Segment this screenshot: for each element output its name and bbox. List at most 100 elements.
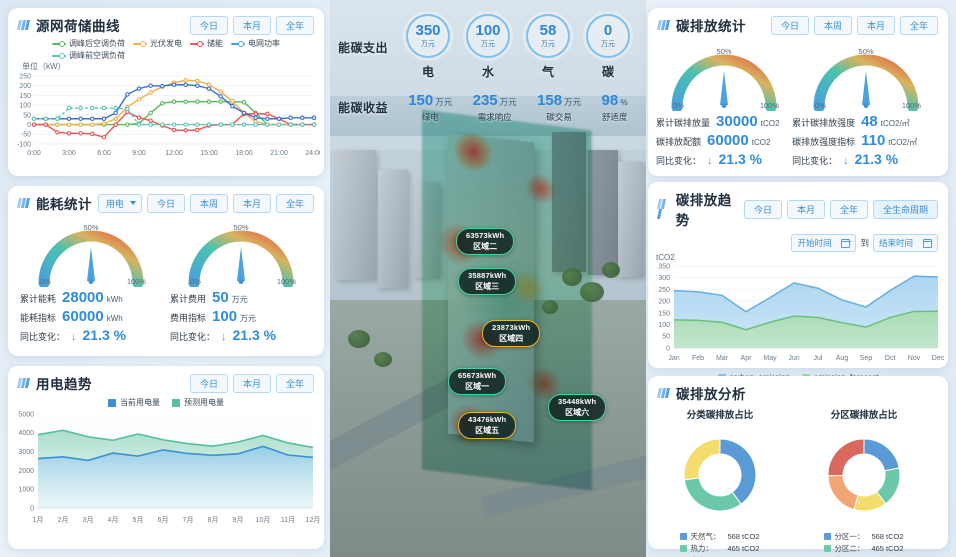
- map-label-zone[interactable]: 23873kWh 区域四: [482, 320, 541, 347]
- donut-chart-category[interactable]: [668, 423, 772, 527]
- btn-year[interactable]: 全年: [829, 199, 868, 219]
- carbon-range-buttons: 今日 本周 本月 全年: [770, 15, 938, 35]
- row-value: 21.3 %: [718, 151, 763, 167]
- carbon-gauge-total: 50% 0% 100% 累计碳排放量 30000 tCO2 碳排放配额 6000…: [656, 47, 792, 167]
- btn-today[interactable]: 今日: [189, 15, 228, 35]
- svg-text:Feb: Feb: [692, 355, 704, 362]
- panel-accent-icon: [656, 388, 670, 398]
- kpi-cell-comfort[interactable]: 98 % 舒适度: [602, 92, 628, 123]
- carbon-trend-chart[interactable]: 0 50 100 150 200 250 300 350 Jan Feb Mar Apr May Jun J…: [648, 262, 948, 375]
- row-value: 100: [212, 308, 238, 325]
- gauge-mid-label: 50%: [858, 47, 874, 56]
- svg-text:Mar: Mar: [716, 355, 729, 362]
- kpi-cell-carbon[interactable]: 0 万元 碳: [586, 14, 630, 80]
- btn-year[interactable]: 全年: [275, 15, 314, 35]
- legend-label: 分区二：: [834, 544, 865, 553]
- panel-accent-icon: [656, 20, 670, 30]
- legend-label: 储能: [207, 39, 223, 48]
- legend-item[interactable]: 天然气： 568 tCO2: [680, 531, 760, 542]
- btn-month[interactable]: 本月: [232, 193, 271, 213]
- legend-swatch: [108, 398, 116, 407]
- btn-today[interactable]: 今日: [146, 193, 185, 213]
- kpi-ring: 58 万元: [526, 14, 570, 58]
- legend-item[interactable]: 储能: [190, 38, 223, 49]
- gauge-min-label: 0%: [815, 101, 826, 110]
- map-label-zone[interactable]: 65673kWh 区域一: [448, 368, 507, 395]
- map-label-zone[interactable]: 35887kWh 区域三: [458, 268, 517, 295]
- svg-text:Jan: Jan: [668, 355, 679, 362]
- legend-dot: [59, 40, 65, 47]
- energy-gauge-consumption: 50% 0% 100% 累计能耗 28000 kWh 能耗指标 60000 kW…: [20, 223, 162, 343]
- map-label-zone[interactable]: 35448kWh 区域六: [548, 394, 607, 421]
- legend-item[interactable]: 电网功率: [231, 38, 280, 49]
- btn-year[interactable]: 全年: [275, 193, 314, 213]
- row-label: 费用指标: [170, 313, 207, 323]
- legend-item[interactable]: 调峰前空调负荷: [52, 50, 125, 61]
- gauge-min-label: 0%: [190, 277, 201, 286]
- carbon-gauge-intensity: 50% 0% 100% 累计碳排放强度 48 tCO2/㎡ 碳排放强度指标 11…: [792, 47, 940, 167]
- btn-month[interactable]: 本月: [232, 15, 271, 35]
- kpi-cell-electricity[interactable]: 350 万元 电: [406, 14, 450, 80]
- tree: [580, 282, 604, 302]
- svg-text:0:00: 0:00: [27, 150, 41, 157]
- legend-item[interactable]: 调峰后空调负荷: [52, 38, 125, 49]
- elec-chart[interactable]: 0 1000 2000 3000 4000 5000 1月 2月 3月 4月 5月 6月 7月 8月 9月 1…: [8, 408, 324, 541]
- gauge-needle: [87, 247, 95, 281]
- gauge-min-label: 0%: [40, 277, 51, 286]
- kpi-cell-carbon-trading[interactable]: 158 万元 碳交易: [537, 92, 581, 123]
- btn-today[interactable]: 今日: [770, 15, 809, 35]
- start-time-input[interactable]: 开始时间: [791, 234, 857, 252]
- legend-item[interactable]: 光伏发电: [133, 38, 182, 49]
- kpi-cell-demand-response[interactable]: 235 万元 需求响应: [473, 92, 517, 123]
- btn-month[interactable]: 本月: [232, 373, 271, 393]
- gauge-max-label: 100%: [276, 277, 296, 286]
- kpi-cell-water[interactable]: 100 万元 水: [466, 14, 510, 80]
- btn-week[interactable]: 本周: [189, 193, 228, 213]
- kpi-ring: 100 万元: [466, 14, 510, 58]
- kpi-cell-green-power[interactable]: 150 万元 绿电: [408, 92, 452, 123]
- btn-week[interactable]: 本周: [813, 15, 852, 35]
- map-label-zone[interactable]: 63573kWh 区域二: [456, 228, 515, 255]
- energy-type-select[interactable]: 用电: [97, 193, 142, 213]
- end-time-input[interactable]: 结束时间: [872, 234, 938, 252]
- btn-today[interactable]: 今日: [743, 199, 782, 219]
- svg-text:9月: 9月: [233, 516, 244, 524]
- btn-year[interactable]: 全年: [275, 373, 314, 393]
- btn-month[interactable]: 本月: [856, 15, 895, 35]
- row-label: 碳排放配额: [656, 137, 702, 147]
- gauge-hub: [238, 279, 244, 284]
- kpi-value: 100: [475, 22, 501, 39]
- gauge-arc: [671, 54, 777, 111]
- kpi-cell-gas[interactable]: 58 万元 气: [526, 14, 570, 80]
- donut-chart-zone[interactable]: [812, 423, 916, 527]
- gauge-row: 费用指标 100 万元: [170, 308, 312, 325]
- carbon-trend-panel: 碳排放趋势 今日 本月 全年 全生命周期 开始时间 到 结束时间 tCO2 0 5…: [648, 182, 948, 382]
- btn-month[interactable]: 本月: [786, 199, 825, 219]
- legend-item[interactable]: 分区二： 465 tCO2: [824, 543, 904, 554]
- legend-item[interactable]: 分区一： 568 tCO2: [824, 531, 904, 542]
- kpi-caption: 水: [481, 65, 494, 79]
- row-value: 60000: [707, 132, 749, 149]
- btn-lifecycle[interactable]: 全生命周期: [872, 199, 938, 219]
- gauge-row-change: 同比变化： ↓ 21.3 %: [170, 327, 312, 343]
- legend-item[interactable]: 当前用电量: [108, 397, 160, 408]
- legend-item[interactable]: 热力： 465 tCO2: [680, 543, 760, 554]
- kpi-value: 350: [415, 22, 441, 39]
- map-label-name: 区域六: [565, 407, 590, 417]
- legend-item[interactable]: 预测用电量: [172, 397, 224, 408]
- curve-chart[interactable]: -100 -50 0 50 100 150 200 250 0:00 3:00 6:00 9:00 12…: [8, 72, 324, 169]
- map-label-zone[interactable]: 43476kWh 区域五: [458, 412, 517, 439]
- svg-text:100: 100: [658, 322, 670, 329]
- calendar-icon: [922, 238, 933, 248]
- btn-year[interactable]: 全年: [899, 15, 938, 35]
- btn-today[interactable]: 今日: [189, 373, 228, 393]
- svg-text:10月: 10月: [256, 516, 271, 524]
- gauge-max-label: 100%: [126, 277, 146, 286]
- gauge-min-label: 0%: [673, 101, 684, 110]
- svg-text:1000: 1000: [18, 487, 34, 494]
- row-unit: 万元: [231, 295, 248, 304]
- gauge-row: 累计碳排放强度 48 tCO2/㎡: [792, 113, 940, 130]
- legend-value: 568 tCO2: [871, 532, 904, 541]
